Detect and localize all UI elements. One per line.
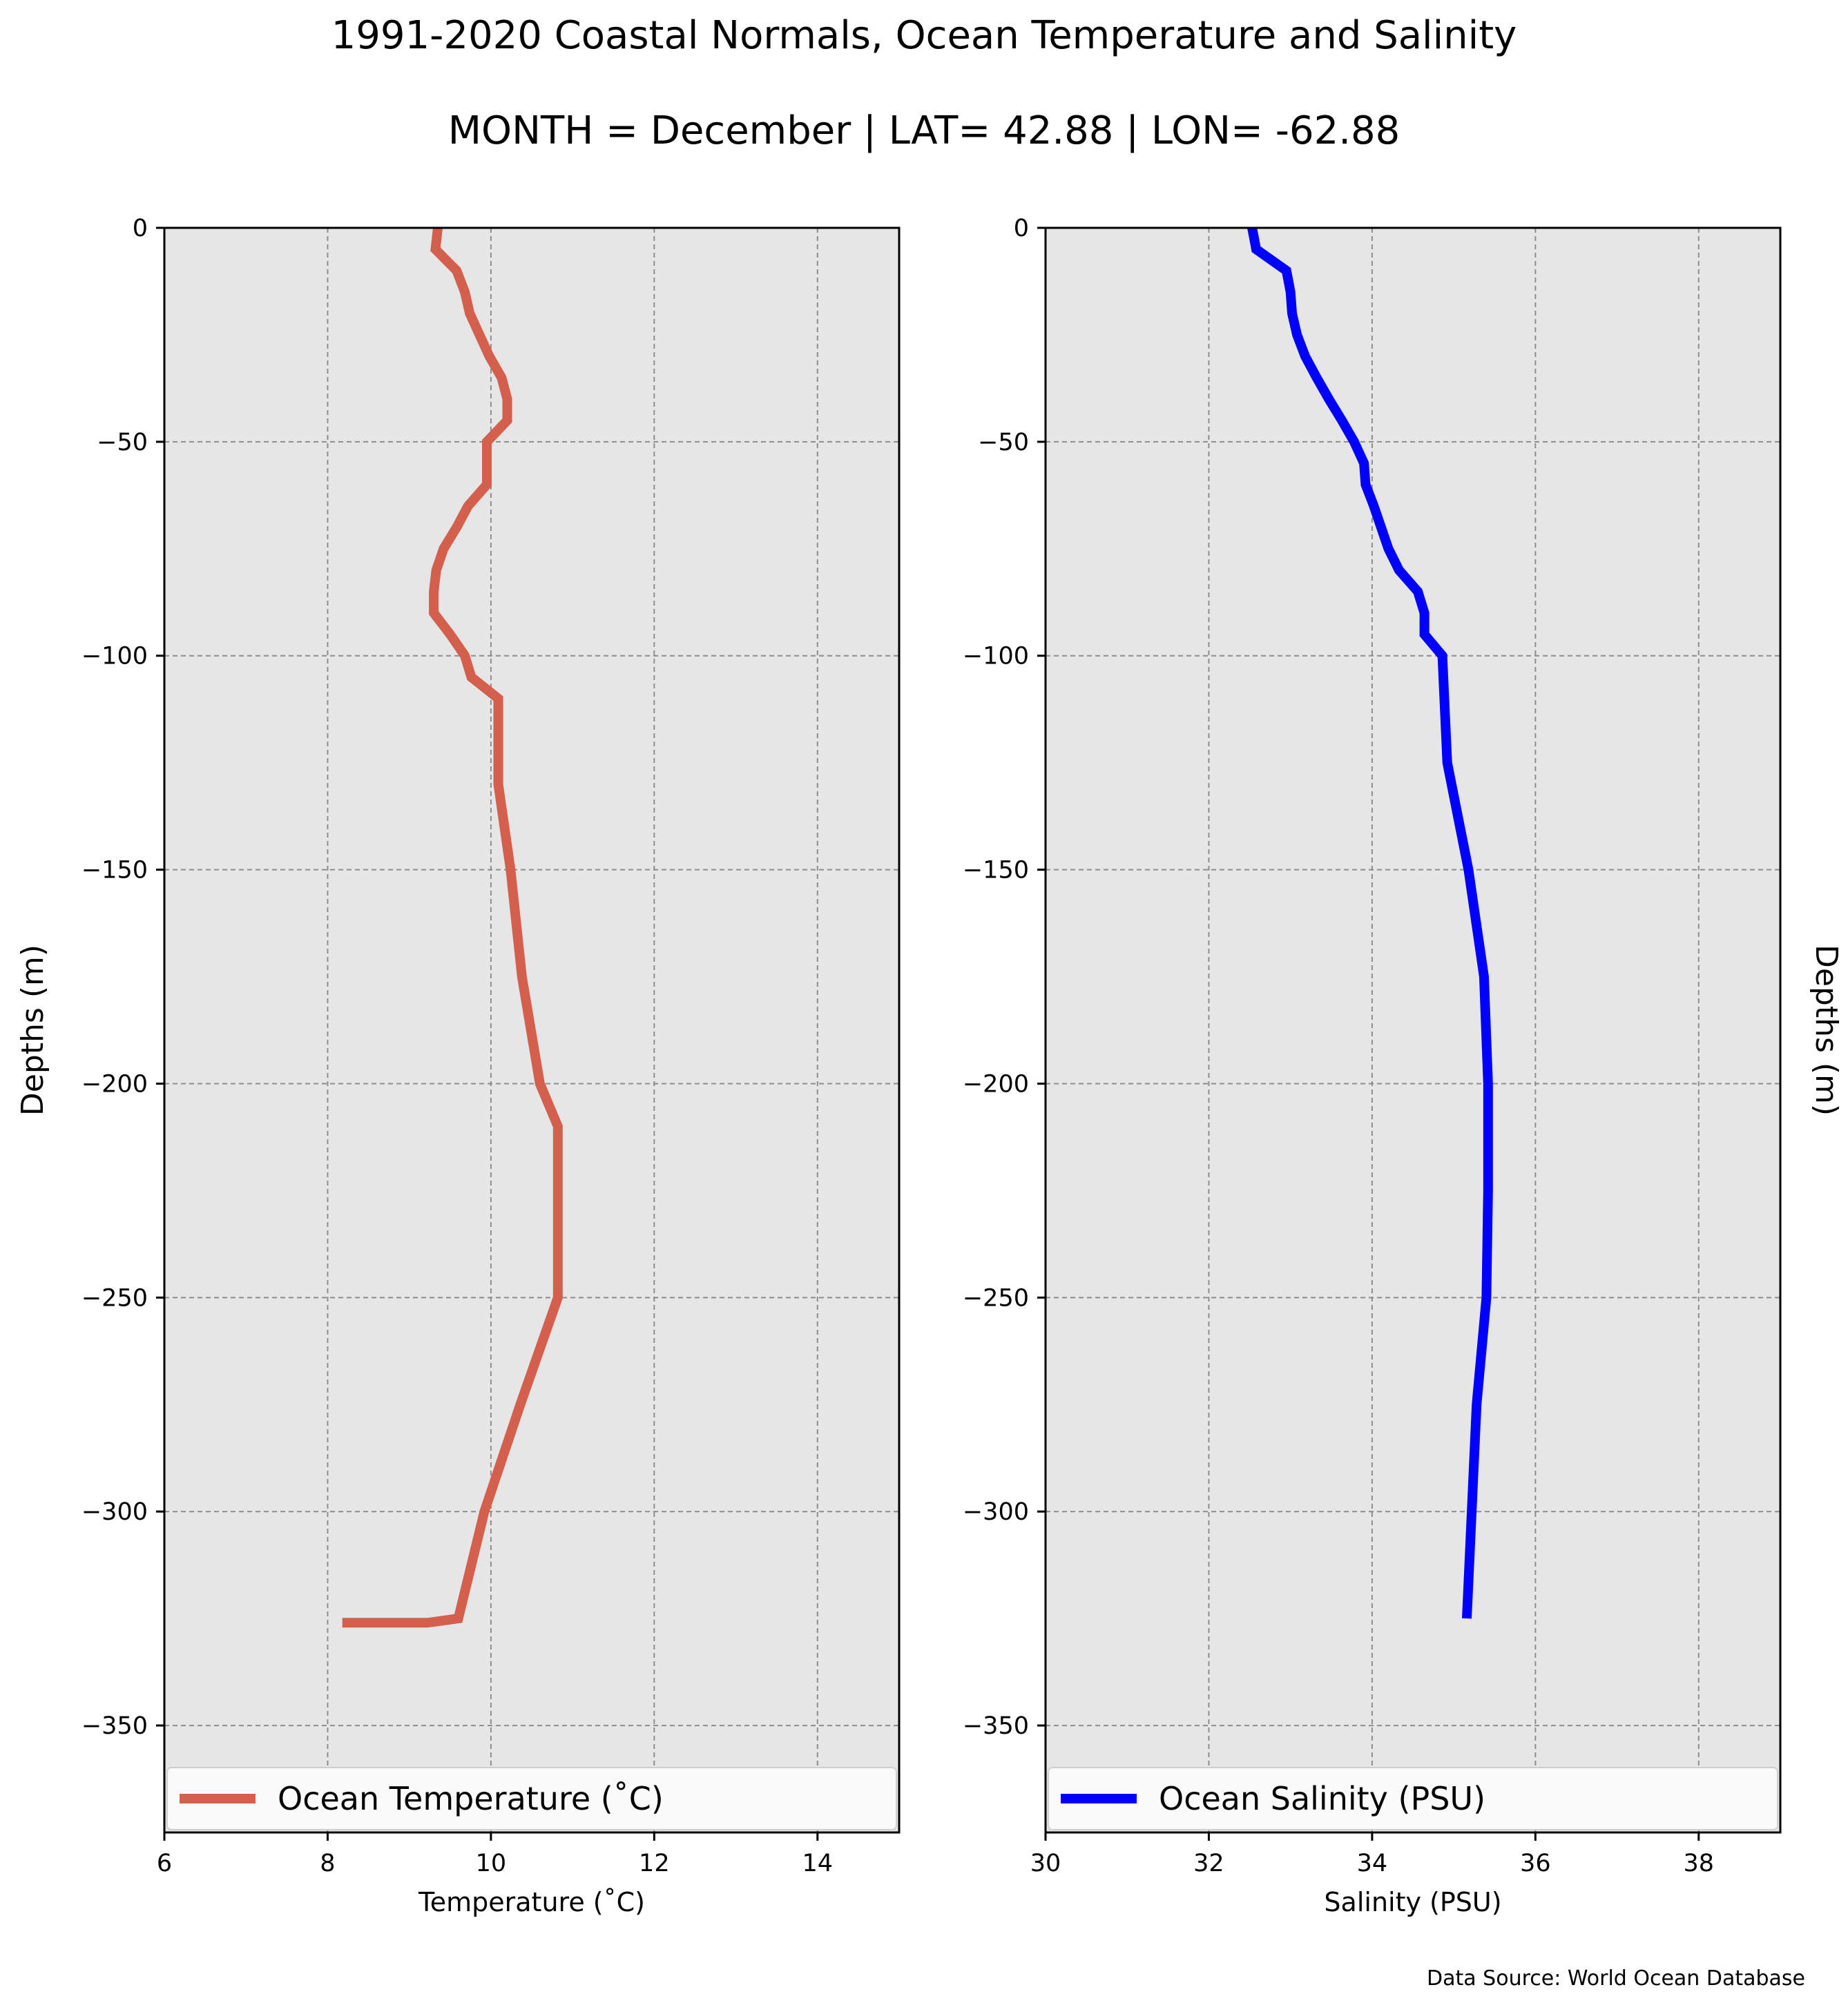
salinity-series-line <box>1247 226 1493 1619</box>
temperature-profile-panel: Ocean Temperature (˚C) 6 8 10 12 14 0 −50 −100 −1… <box>15 215 901 1917</box>
x-tick-label: 10 <box>476 1850 507 1877</box>
legend-box <box>166 1767 897 1830</box>
y-tick-label: −50 <box>97 429 148 456</box>
legend-box <box>1048 1767 1778 1830</box>
y-tick-label: 0 <box>133 215 148 242</box>
y-tick-label: −250 <box>81 1284 148 1312</box>
x-tick-label: 8 <box>320 1850 335 1877</box>
y-axis-label: Depths (m) <box>15 945 50 1116</box>
y-tick-label: −200 <box>81 1070 148 1098</box>
x-axis-label: Temperature (˚C) <box>418 1887 645 1917</box>
y-tick-label: −350 <box>963 1712 1029 1740</box>
x-axis-label: Salinity (PSU) <box>1324 1887 1501 1917</box>
chart-title: 1991-2020 Coastal Normals, Ocean Tempera… <box>331 13 1517 58</box>
y-tick-label: −300 <box>963 1498 1029 1526</box>
legend-label: Ocean Temperature (˚C) <box>278 1780 664 1817</box>
y-tick-label: −150 <box>963 857 1029 884</box>
y-tick-label: −150 <box>81 857 148 884</box>
legend-label: Ocean Salinity (PSU) <box>1159 1780 1485 1817</box>
x-tick-label: 6 <box>157 1850 172 1877</box>
y-axis-label: Depths (m) <box>1809 945 1844 1116</box>
x-tick-label: 34 <box>1357 1850 1388 1877</box>
axes-frame <box>1044 226 1782 1834</box>
x-tick-label: 36 <box>1520 1850 1551 1877</box>
salinity-profile-panel: Ocean Salinity (PSU) 30 32 34 36 38 0 −50 −100 −1… <box>963 215 1844 1917</box>
chart-subtitle: MONTH = December | LAT= 42.88 | LON= -62… <box>448 108 1401 153</box>
y-tick-label: −250 <box>963 1284 1029 1312</box>
plot-area <box>1046 228 1780 1832</box>
y-tick-label: −50 <box>978 429 1029 456</box>
y-tick-label: −350 <box>81 1712 148 1740</box>
y-tick-label: 0 <box>1014 215 1029 242</box>
y-tick-label: −200 <box>963 1070 1029 1098</box>
x-tick-label: 14 <box>802 1850 834 1877</box>
x-tick-label: 38 <box>1684 1850 1715 1877</box>
y-tick-label: −100 <box>81 643 148 670</box>
x-tick-label: 32 <box>1193 1850 1224 1877</box>
y-tick-label: −300 <box>81 1498 148 1526</box>
x-tick-label: 30 <box>1030 1850 1061 1877</box>
x-tick-label: 12 <box>639 1850 670 1877</box>
y-tick-label: −100 <box>963 643 1029 670</box>
data-source-note: Data Source: World Ocean Database <box>1427 1966 1805 1991</box>
axes-frame <box>163 226 901 1834</box>
